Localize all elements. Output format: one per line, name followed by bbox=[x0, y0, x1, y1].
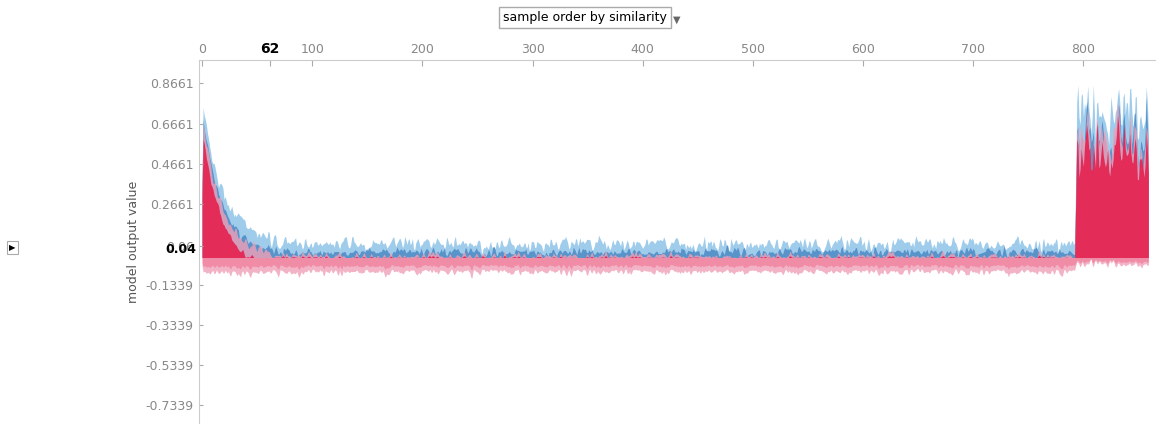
Y-axis label: model output value: model output value bbox=[128, 180, 140, 303]
Text: sample order by similarity: sample order by similarity bbox=[503, 11, 667, 24]
Text: ▼: ▼ bbox=[673, 15, 680, 25]
Text: ▶: ▶ bbox=[9, 243, 16, 252]
Text: 0.04: 0.04 bbox=[166, 243, 197, 256]
